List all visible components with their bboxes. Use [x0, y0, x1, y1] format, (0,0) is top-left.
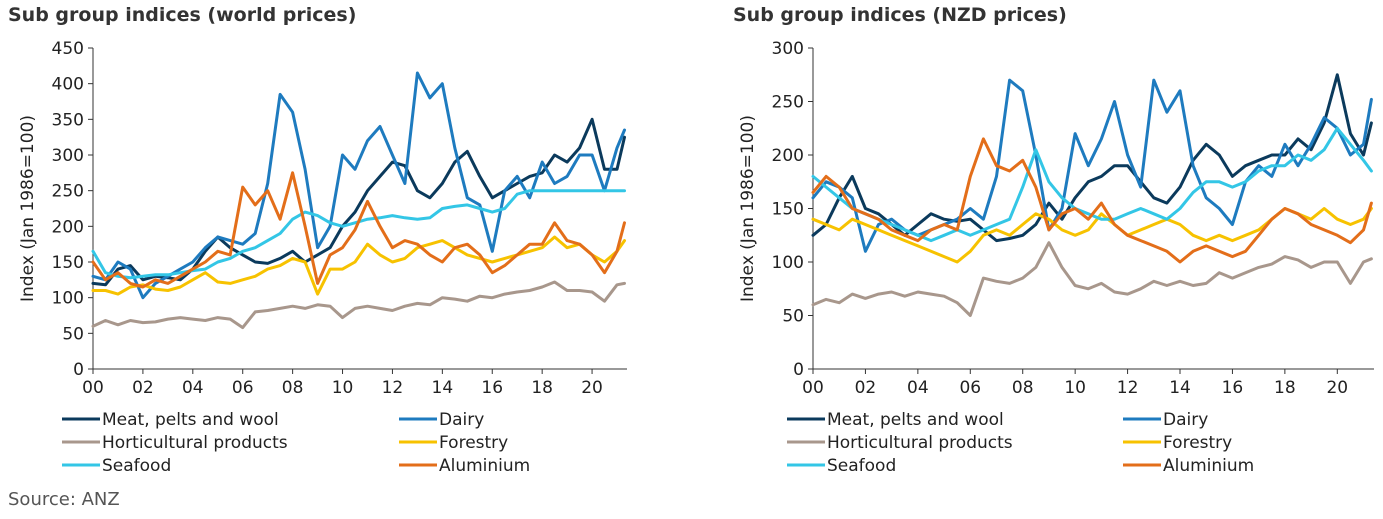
- x-tick-label: 06: [959, 378, 981, 398]
- series-line-forestry: [91, 235, 626, 296]
- y-tick-label: 200: [52, 217, 84, 237]
- legend-label-forestry: Forestry: [1163, 433, 1232, 453]
- x-tick-label: 12: [1117, 378, 1139, 398]
- x-tick-label: 18: [1274, 378, 1296, 398]
- chart-title-world: Sub group indices (world prices): [8, 4, 357, 26]
- x-tick-label: 16: [1222, 378, 1244, 398]
- y-tick-label: 50: [782, 307, 804, 327]
- x-tick-label: 18: [531, 378, 553, 398]
- x-tick-label: 14: [432, 378, 454, 398]
- series-line-horticultural-products: [91, 280, 626, 330]
- y-tick-label: 250: [52, 182, 84, 202]
- x-tick-label: 04: [182, 378, 204, 398]
- legend-label-meat-pelts-and-wool: Meat, pelts and wool: [827, 410, 1004, 430]
- x-tick-label: 16: [481, 378, 503, 398]
- y-tick-label: 100: [772, 253, 804, 273]
- x-tick-label: 10: [1064, 378, 1086, 398]
- y-tick-label: 150: [772, 200, 804, 220]
- y-axis-label: Index (Jan 1986=100): [738, 115, 758, 302]
- x-tick-label: 14: [1169, 378, 1191, 398]
- series-line-meat-pelts-and-wool: [91, 117, 626, 287]
- y-tick-label: 200: [772, 146, 804, 166]
- series-line-horticultural-products: [811, 241, 1373, 317]
- x-tick-label: 02: [132, 378, 154, 398]
- y-tick-label: 0: [73, 360, 84, 380]
- x-tick-label: 12: [382, 378, 404, 398]
- x-tick-label: 00: [82, 378, 104, 398]
- series-line-seafood: [811, 126, 1373, 243]
- legend-label-aluminium: Aluminium: [1163, 456, 1254, 476]
- legend-label-meat-pelts-and-wool: Meat, pelts and wool: [102, 410, 279, 430]
- legend-label-dairy: Dairy: [1163, 410, 1208, 430]
- legend-label-aluminium: Aluminium: [439, 456, 530, 476]
- legend-label-forestry: Forestry: [439, 433, 508, 453]
- y-tick-label: 350: [52, 110, 84, 130]
- chart-title-nzd: Sub group indices (NZD prices): [733, 4, 1067, 26]
- series-line-seafood: [91, 189, 626, 280]
- x-tick-label: 08: [282, 378, 304, 398]
- x-tick-label: 02: [855, 378, 877, 398]
- x-tick-label: 10: [332, 378, 354, 398]
- legend-label-seafood: Seafood: [827, 456, 896, 476]
- y-tick-label: 300: [52, 146, 84, 166]
- x-tick-label: 08: [1012, 378, 1034, 398]
- series-line-aluminium: [811, 137, 1373, 264]
- series-line-meat-pelts-and-wool: [811, 73, 1373, 243]
- x-tick-label: 20: [581, 378, 603, 398]
- chart-nzd-prices: 0 50 100 150 200 250 300 00 02 04 06 08 10 12 14 16 18 20…: [738, 39, 1374, 476]
- y-tick-label: 150: [52, 253, 84, 273]
- legend-label-dairy: Dairy: [439, 410, 484, 430]
- y-tick-label: 50: [62, 324, 84, 344]
- series-line-dairy: [91, 71, 626, 300]
- y-tick-label: 100: [52, 289, 84, 309]
- y-axis-label: Index (Jan 1986=100): [18, 115, 38, 302]
- legend-label-seafood: Seafood: [102, 456, 171, 476]
- source-note: Source: ANZ: [8, 489, 120, 510]
- x-tick-label: 04: [907, 378, 929, 398]
- x-tick-label: 06: [232, 378, 254, 398]
- legend-label-horticultural-products: Horticultural products: [827, 433, 1013, 453]
- chart-world-prices: 0 50 100 150 200 250 300 350 400 450 00 02 04 06 08 10 1…: [18, 39, 627, 476]
- y-tick-label: 300: [772, 39, 804, 59]
- legend-label-horticultural-products: Horticultural products: [102, 433, 288, 453]
- x-tick-label: 00: [802, 378, 824, 398]
- y-tick-label: 400: [52, 75, 84, 95]
- x-tick-label: 20: [1326, 378, 1348, 398]
- y-tick-label: 450: [52, 39, 84, 59]
- y-tick-label: 250: [772, 93, 804, 113]
- series-line-aluminium: [91, 171, 626, 289]
- y-tick-label: 0: [793, 360, 804, 380]
